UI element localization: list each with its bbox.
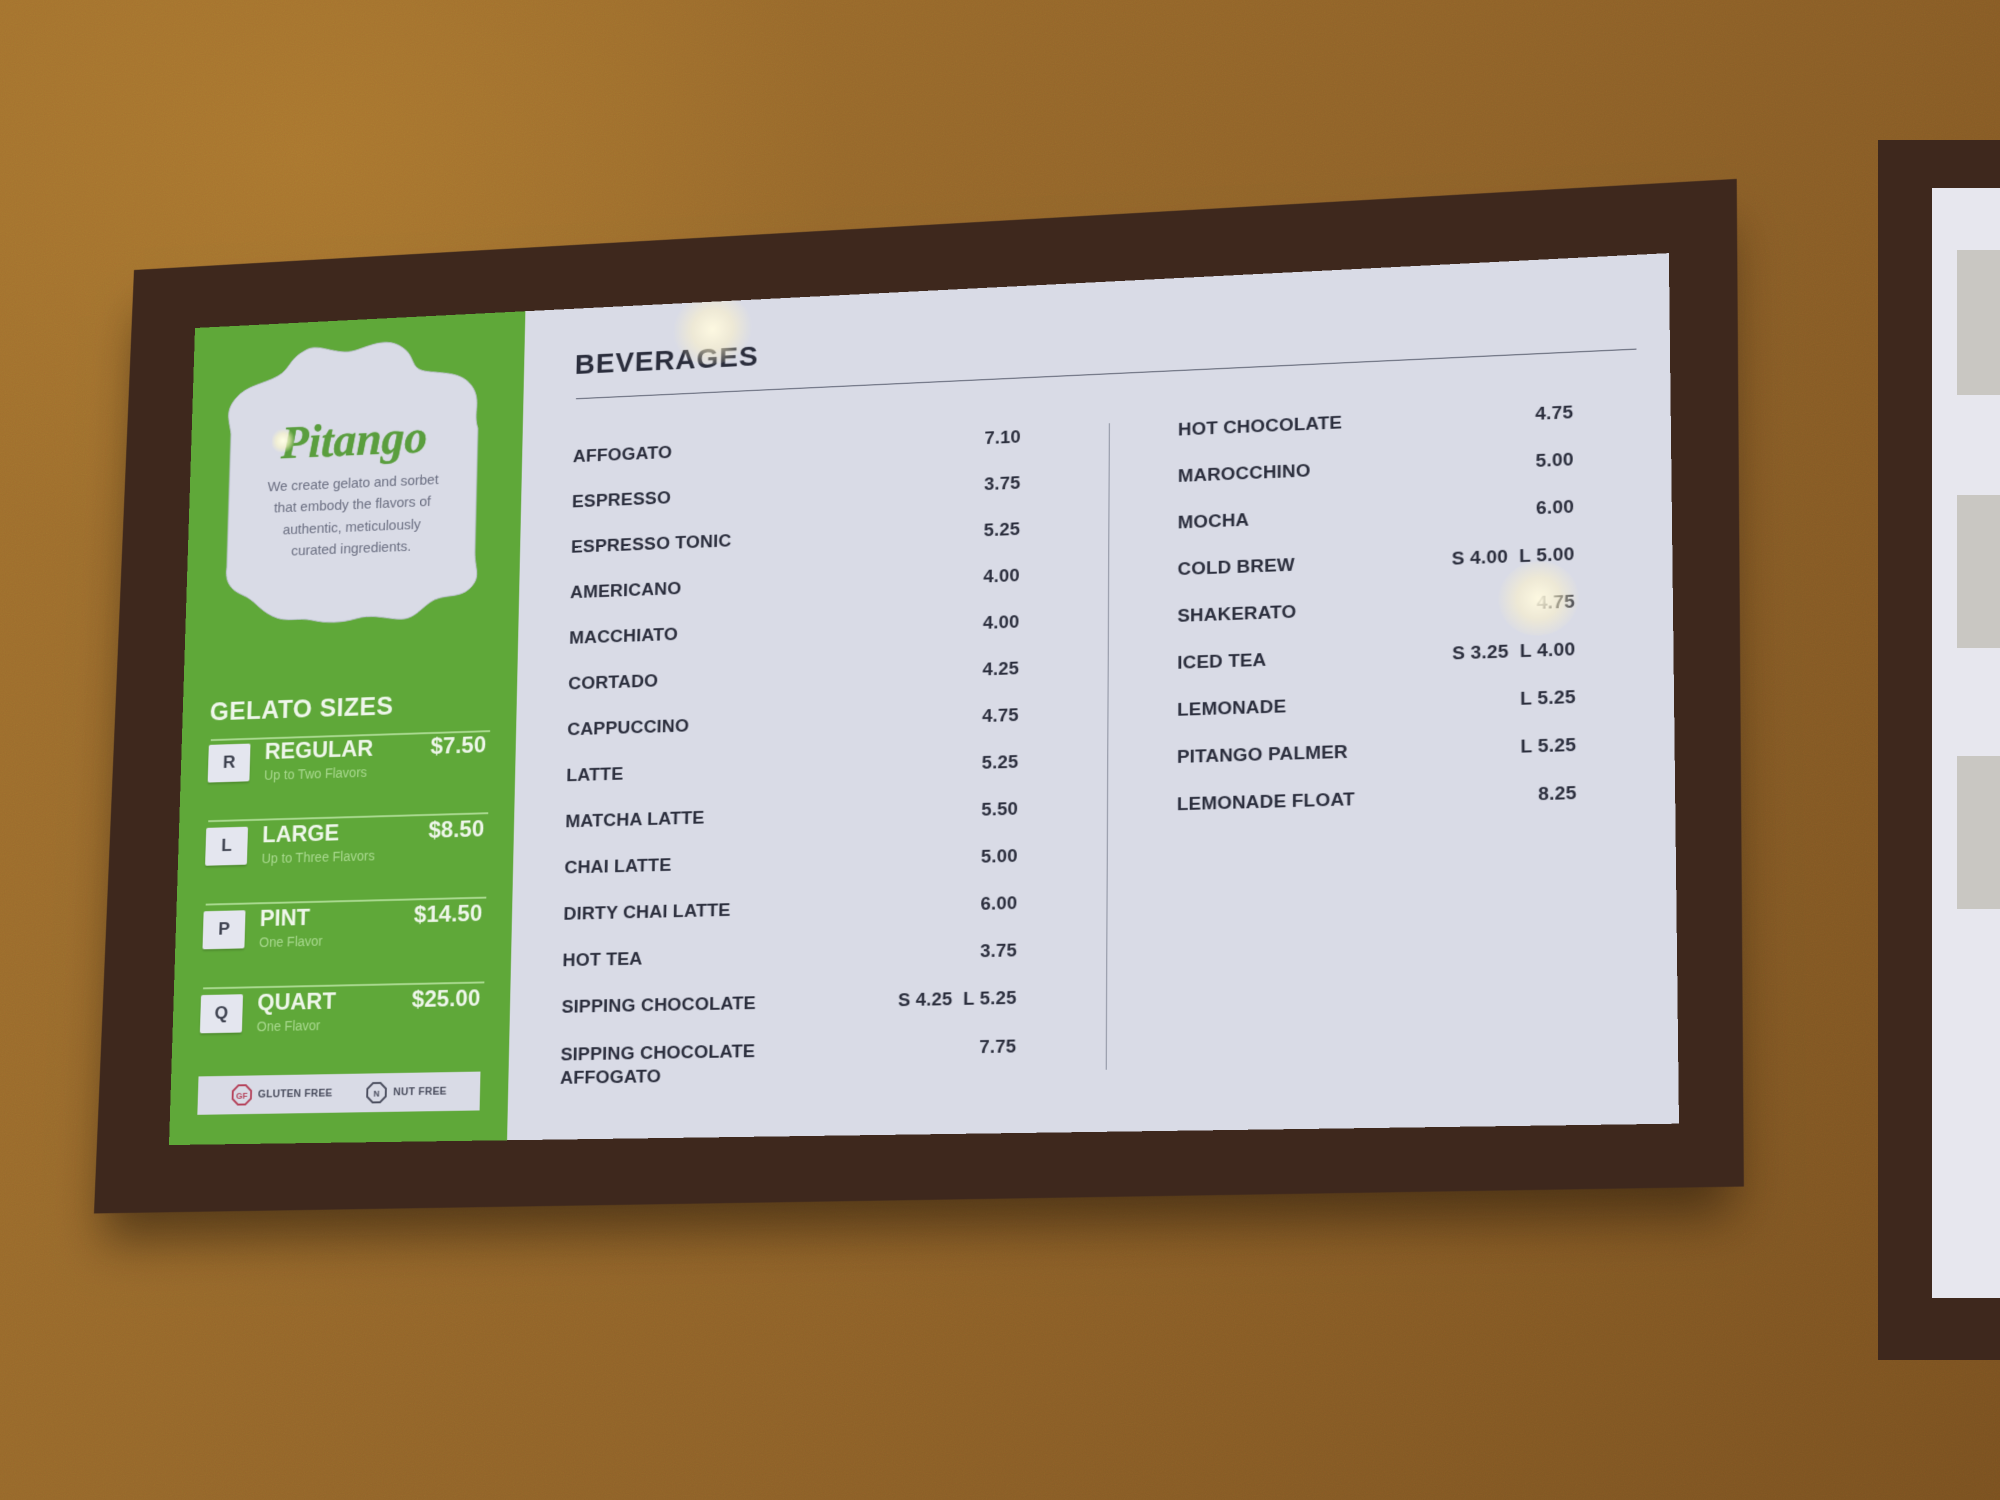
svg-text:GF: GF [236,1091,248,1101]
svg-text:N: N [373,1089,379,1099]
